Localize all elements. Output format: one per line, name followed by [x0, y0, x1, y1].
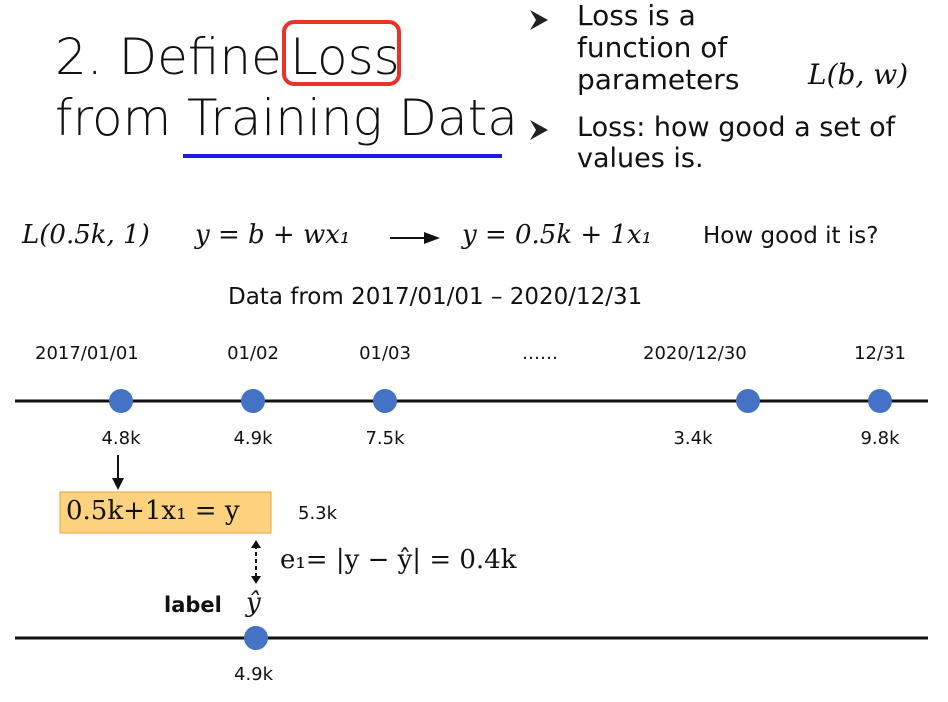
prediction: 5.3k — [298, 503, 338, 524]
label-word: label — [164, 593, 222, 617]
label-symbol: ŷ — [246, 588, 261, 618]
bullet: Loss: how good a set of values is. — [577, 112, 896, 175]
date-label: 01/03 — [359, 343, 411, 364]
bullet-arrow — [530, 10, 548, 30]
arrow-head — [112, 478, 124, 490]
formula-box — [59, 491, 272, 534]
value-label: 4.8k — [101, 428, 141, 449]
value-label: 9.8k — [860, 428, 900, 449]
date-label: 01/02 — [227, 343, 279, 364]
formula: 0.5k+1x₁ = y — [66, 496, 240, 526]
date-label: 12/31 — [854, 343, 906, 364]
formula: L(b, w) — [808, 58, 909, 91]
date-label: 2020/12/30 — [643, 343, 747, 364]
title-underlined: Training Data — [187, 89, 518, 147]
bullet-arrow — [530, 120, 548, 140]
formula: y = 0.5k + 1x₁ — [462, 220, 653, 250]
formula: L(0.5k, 1) — [22, 220, 150, 250]
value-label: 7.5k — [365, 428, 405, 449]
title-highlight: Loss — [290, 28, 400, 86]
title: 2. Define — [55, 28, 282, 86]
caption: Data from 2017/01/01 – 2020/12/31 — [228, 284, 643, 310]
value-label: 3.4k — [673, 428, 713, 449]
highlight-box — [282, 20, 401, 86]
label-value: 4.9k — [234, 664, 274, 685]
question: How good it is? — [703, 223, 879, 249]
title: from — [55, 89, 172, 147]
formula: y = b + wx₁ — [195, 220, 351, 250]
error-formula: e₁= |y − ŷ| = 0.4k — [280, 545, 517, 575]
date-label: …… — [522, 343, 558, 364]
label-point — [244, 626, 268, 650]
points — [109, 389, 892, 413]
bullet: Loss is a function of parameters — [577, 0, 740, 97]
value-label: 4.9k — [233, 428, 273, 449]
arrow-head — [424, 232, 440, 244]
date-label: 2017/01/01 — [35, 343, 139, 364]
